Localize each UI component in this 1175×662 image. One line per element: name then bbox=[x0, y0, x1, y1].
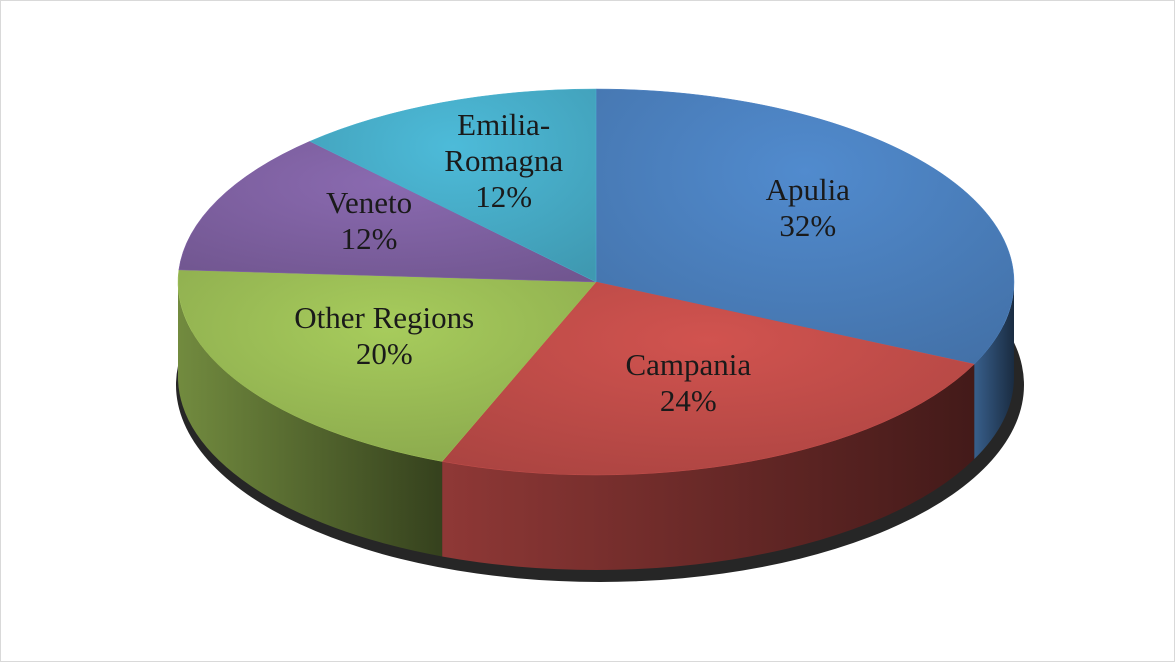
value-label: 24% bbox=[659, 383, 717, 419]
value-label: 12% bbox=[340, 221, 398, 257]
slice bbox=[309, 88, 597, 283]
value-label: 32% bbox=[779, 207, 837, 243]
slice-label: Other Regions 20% bbox=[294, 300, 474, 372]
slice bbox=[595, 88, 1015, 365]
slice-side bbox=[974, 282, 1014, 460]
category-label: Veneto bbox=[326, 185, 413, 221]
slice-label: Campania 24% bbox=[625, 347, 751, 419]
slice bbox=[177, 269, 597, 462]
category-label: Apulia bbox=[765, 171, 850, 207]
slice-side bbox=[178, 282, 443, 557]
value-label: 20% bbox=[355, 336, 413, 372]
slice bbox=[441, 281, 975, 476]
slice bbox=[178, 141, 597, 283]
category-label: Campania bbox=[625, 347, 752, 383]
category-label: Other Regions bbox=[294, 300, 475, 336]
slice-label: Apulia 32% bbox=[766, 172, 850, 244]
slice-label: Emilia-Romagna 12% bbox=[434, 107, 574, 215]
slice-side bbox=[442, 364, 975, 570]
value-label: 12% bbox=[475, 178, 533, 214]
slice-label: Veneto 12% bbox=[326, 185, 412, 257]
category-label: Emilia-Romagna bbox=[444, 106, 564, 178]
